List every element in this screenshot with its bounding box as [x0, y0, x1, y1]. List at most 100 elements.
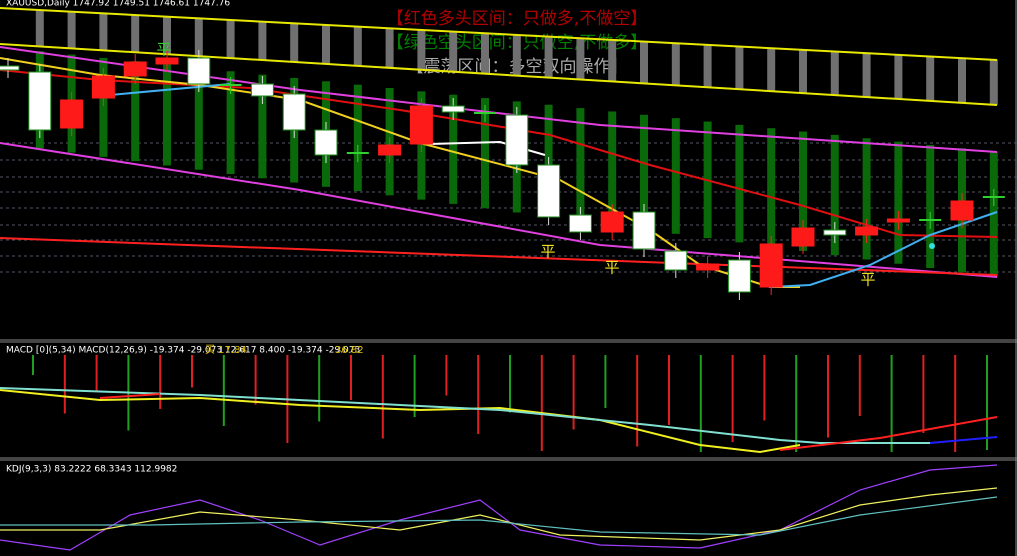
signal-dot — [929, 243, 935, 249]
red-base — [0, 237, 998, 276]
green-band-bar — [767, 128, 776, 247]
green-band-bar — [640, 114, 648, 230]
green-band-bar — [353, 84, 362, 192]
flat-marker: 平 — [860, 271, 875, 289]
green-band-bar — [576, 108, 585, 222]
magenta-band — [0, 142, 998, 278]
candle-body — [568, 214, 592, 233]
candle-body — [823, 229, 847, 236]
gray-band-bar — [894, 54, 903, 99]
flat-marker: 平 — [604, 259, 619, 277]
macd-red — [779, 416, 998, 451]
candle-body — [409, 105, 433, 145]
legend-bull: 【红色多头区间：只做多,不做空】 — [387, 9, 647, 29]
yellow-band — [0, 43, 998, 106]
gray-band-bar — [862, 53, 871, 98]
green-band-bar — [608, 111, 617, 226]
yellow-band — [0, 7, 998, 61]
candle-body — [759, 243, 783, 288]
candle-body — [378, 144, 402, 156]
green-band-bar — [481, 98, 489, 209]
candle-body — [0, 65, 20, 71]
gray-band-bar — [67, 11, 76, 49]
gray-band-bar — [417, 29, 426, 70]
candle-body — [950, 200, 974, 221]
green-band-bar — [894, 141, 903, 264]
blue-ma — [109, 83, 231, 96]
gray-band-bar — [989, 59, 998, 105]
candle-body — [155, 57, 179, 65]
white-ma — [429, 140, 546, 156]
green-band-bar — [830, 134, 839, 256]
gray-band-bar — [799, 49, 807, 94]
candle-body — [600, 211, 624, 233]
green-band-bar — [194, 67, 203, 170]
gray-band-bar — [449, 31, 458, 72]
gray-band-bar — [671, 43, 680, 86]
gray-band-bar — [385, 28, 394, 68]
candle-body — [441, 105, 465, 113]
candle-body — [791, 227, 815, 247]
macd-blue — [929, 436, 998, 444]
gray-band-bar — [640, 41, 648, 84]
macd-red — [99, 393, 161, 399]
gray-band-bar — [131, 15, 140, 53]
kdj-k — [0, 487, 998, 541]
gray-band-bar — [258, 21, 267, 61]
candle-body — [855, 226, 879, 236]
gray-band-bar — [322, 25, 330, 64]
macd-label: MACD [0](5,34) MACD(12,26,9) -19.374 -29… — [6, 346, 360, 356]
candle-body — [727, 259, 751, 293]
flat-marker: 平 — [540, 243, 555, 261]
gray-band-bar — [290, 23, 299, 63]
green-band-bar — [926, 144, 935, 269]
kdj-d — [0, 496, 998, 536]
gray-band-bar — [481, 33, 489, 74]
candle-body — [696, 263, 720, 271]
gray-band-bar — [226, 20, 235, 59]
gray-band-bar — [512, 34, 521, 76]
candle-body — [886, 218, 910, 223]
gray-band-bar — [958, 58, 966, 103]
kdj-label: KDJ(9,3,3) 83.2222 68.3343 112.9982 — [6, 465, 177, 475]
flat-marker: 平 — [156, 41, 171, 59]
green-band-bar — [449, 94, 458, 204]
green-band-bar — [226, 71, 235, 174]
kdj-j — [0, 464, 998, 551]
gray-band-bar — [353, 26, 362, 66]
green-band-bar — [735, 124, 744, 243]
gray-band-bar — [194, 18, 203, 57]
blue-ma — [769, 211, 998, 288]
gray-band-bar — [608, 39, 617, 82]
candle-body — [187, 57, 211, 85]
candle-body — [91, 75, 115, 99]
green-band-bar — [799, 131, 807, 251]
candle-body — [282, 93, 306, 131]
gray-band-bar — [576, 38, 585, 80]
candle-body — [250, 83, 274, 97]
candle-body — [60, 99, 84, 129]
gray-band-bar — [703, 44, 712, 88]
candle-body — [664, 250, 688, 271]
signal-line — [0, 387, 930, 444]
candle-body — [28, 71, 52, 131]
candle-body — [314, 129, 338, 156]
symbol-line: XAUUSD,Daily 1747.92 1749.51 1746.61 174… — [6, 0, 230, 9]
gray-band-bar — [926, 56, 935, 101]
candle-body — [505, 114, 529, 166]
gray-band-bar — [735, 46, 744, 90]
candle-body — [537, 164, 561, 218]
gray-band-bar — [35, 10, 44, 47]
macd-value: 36.82 — [335, 345, 364, 356]
green-band-bar — [163, 64, 171, 166]
gray-band-bar — [163, 16, 171, 55]
green-band-bar — [258, 74, 267, 179]
gray-band-bar — [544, 36, 553, 78]
candle-body — [632, 211, 656, 250]
candle-body — [123, 61, 147, 77]
green-band-bar — [131, 61, 140, 162]
gray-band-bar — [99, 13, 108, 51]
macd-buy: 买 17.84 — [205, 344, 247, 356]
green-band-bar — [671, 118, 680, 234]
